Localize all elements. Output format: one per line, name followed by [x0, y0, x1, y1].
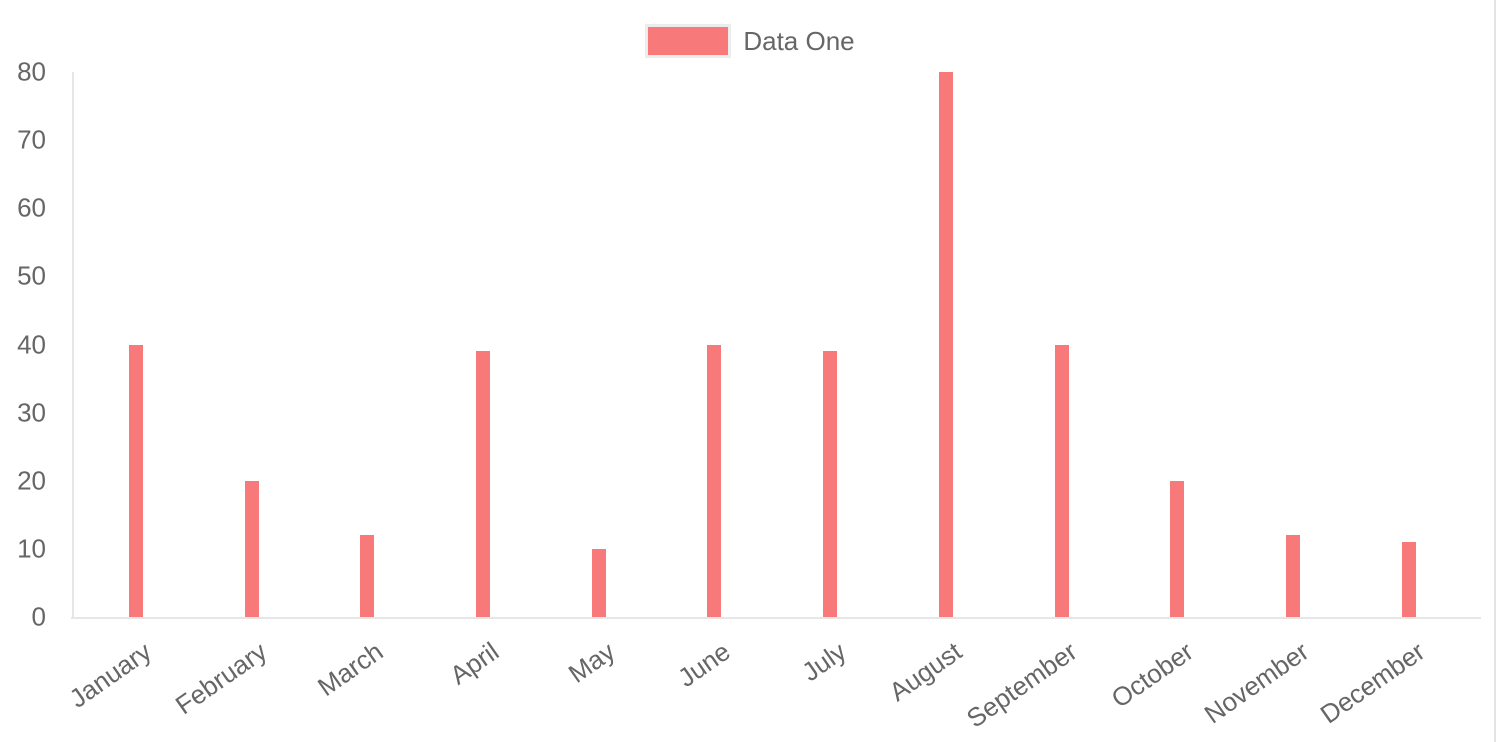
x-axis-label-may: May [562, 636, 620, 689]
y-axis-tick-label-50: 50 [17, 260, 46, 291]
bar-september[interactable] [1054, 344, 1069, 617]
x-axis-label-june: June [672, 636, 736, 693]
x-axis-label-september: September [961, 636, 1083, 734]
bar-december[interactable] [1401, 542, 1416, 617]
y-axis-tick-label-40: 40 [17, 329, 46, 359]
chart-legend: Data One [0, 24, 1500, 58]
y-axis-tick-label-0: 0 [31, 601, 46, 632]
y-axis-tick-label-30: 30 [17, 397, 46, 428]
legend-item-data-one[interactable]: Data One [645, 24, 855, 58]
bar-november[interactable] [1286, 535, 1301, 617]
bar-february[interactable] [244, 480, 259, 617]
y-axis-tick-label-80: 80 [17, 56, 46, 87]
y-axis-line [72, 72, 74, 617]
x-axis-label-march: March [312, 636, 389, 703]
bar-january[interactable] [128, 344, 143, 617]
y-axis-tick-label-70: 70 [17, 124, 46, 155]
y-axis-tick-label-10: 10 [17, 533, 46, 564]
y-axis-tick-label-60: 60 [17, 192, 46, 223]
bar-april[interactable] [475, 351, 490, 617]
bar-march[interactable] [360, 535, 375, 617]
x-axis-label-february: February [170, 636, 273, 721]
legend-color-swatch [645, 24, 732, 58]
x-axis-label-october: October [1105, 636, 1199, 714]
x-axis-label-december: December [1314, 636, 1431, 730]
bar-august[interactable] [938, 72, 953, 617]
x-axis-label-august: August [883, 636, 968, 708]
bar-october[interactable] [1170, 480, 1185, 617]
bar-may[interactable] [591, 548, 606, 617]
page-right-border [1494, 0, 1496, 742]
bar-june[interactable] [707, 344, 722, 617]
legend-label: Data One [743, 26, 855, 56]
y-axis-tick-label-20: 20 [17, 465, 46, 496]
bar-july[interactable] [823, 351, 838, 617]
x-axis-label-july: July [796, 636, 852, 688]
x-axis-label-april: April [444, 636, 505, 691]
x-axis-line [71, 617, 1481, 619]
x-axis-label-january: January [64, 636, 158, 714]
x-axis-label-november: November [1198, 636, 1315, 730]
